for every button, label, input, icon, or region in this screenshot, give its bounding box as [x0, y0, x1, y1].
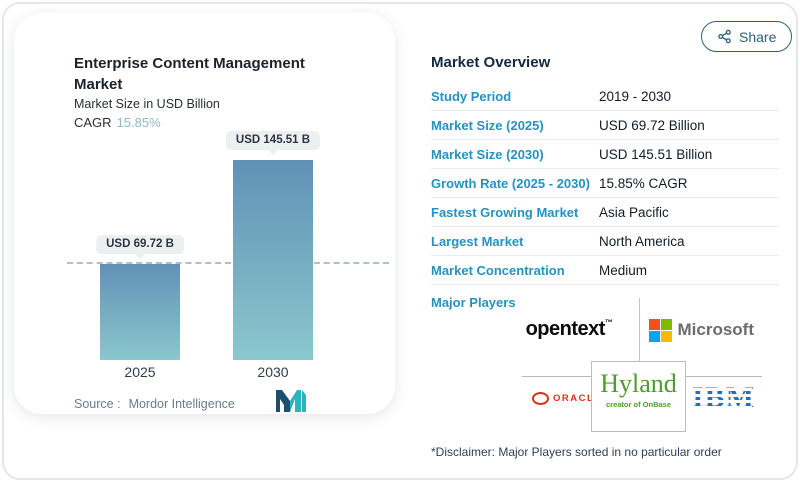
source-attribution: Source : Mordor Intelligence: [74, 397, 235, 411]
chart-subtitle: Market Size in USD Billion: [74, 97, 220, 111]
opentext-wordmark: opentext: [525, 318, 606, 340]
row-label: Market Concentration: [431, 262, 565, 278]
row-value: 2019 - 2030: [599, 88, 672, 104]
x-axis-label-2030: 2030: [257, 364, 289, 380]
row-value: Medium: [599, 262, 648, 278]
source-label: Source :: [74, 397, 121, 411]
row-value: 15.85% CAGR: [599, 175, 688, 191]
bar-value-label-2030: USD 145.51 B: [225, 131, 321, 155]
row-label: Growth Rate (2025 - 2030): [431, 175, 590, 191]
row-label: Fastest Growing Market: [431, 204, 579, 220]
overview-table: Study Period 2019 - 2030 Market Size (20…: [431, 82, 779, 285]
oracle-wordmark: ORACLE: [553, 393, 603, 404]
major-players-label: Major Players: [431, 295, 516, 310]
hyland-tagline: creator of OnBase: [605, 400, 672, 409]
microsoft-wordmark: Microsoft: [677, 320, 755, 340]
disclaimer-text: *Disclaimer: Major Players sorted in no …: [431, 445, 722, 459]
x-axis-label-2025: 2025: [124, 364, 156, 380]
ibm-stripe: [690, 406, 752, 409]
bar-2030[interactable]: [233, 160, 313, 360]
hyland-wordmark: Hyland: [600, 369, 677, 398]
table-row-market-concentration: Market Concentration Medium: [431, 256, 779, 285]
row-label: Largest Market: [431, 233, 524, 249]
hyland-logo: Hyland creator of OnBase: [591, 361, 686, 432]
row-label: Market Size (2030): [431, 146, 544, 162]
ibm-logo: IBM: [690, 383, 754, 413]
row-label: Market Size (2025): [431, 117, 544, 133]
ibm-stripe: [690, 388, 752, 391]
microsoft-logo: Microsoft: [649, 319, 754, 342]
oracle-ring-icon: [532, 392, 549, 405]
overview-heading: Market Overview: [431, 54, 551, 71]
row-value: North America: [599, 233, 685, 249]
share-button[interactable]: Share: [701, 21, 793, 52]
table-row-fastest-growing-market: Fastest Growing Market Asia Pacific: [431, 198, 779, 227]
table-row-largest-market: Largest Market North America: [431, 227, 779, 256]
ibm-stripe: [690, 394, 752, 397]
mordor-intelligence-logo-icon: [276, 390, 306, 417]
row-label: Study Period: [431, 88, 512, 104]
row-value: Asia Pacific: [599, 204, 669, 220]
table-row-market-size-2030: Market Size (2030) USD 145.51 Billion: [431, 140, 779, 169]
row-value: USD 145.51 Billion: [599, 146, 713, 162]
bar-2025[interactable]: [100, 264, 180, 360]
cagr-row: CAGR 15.85%: [74, 115, 161, 130]
table-row-study-period: Study Period 2019 - 2030: [431, 82, 779, 111]
share-nodes-icon: [717, 29, 732, 44]
chart-title: Enterprise Content Management Market: [74, 55, 305, 93]
players-horizontal-divider-left: [522, 376, 591, 377]
source-value: Mordor Intelligence: [128, 397, 235, 411]
players-horizontal-divider-right: [686, 376, 762, 377]
reference-dashline: [67, 262, 389, 264]
cagr-value: 15.85%: [116, 115, 161, 130]
microsoft-squares-icon: [649, 319, 672, 342]
chart-panel: Enterprise Content Management Market Mar…: [14, 13, 395, 414]
opentext-logo: opentext™: [509, 318, 629, 341]
ibm-stripe: [690, 400, 752, 403]
oracle-logo: ORACLE: [532, 392, 602, 405]
share-button-label: Share: [739, 28, 777, 45]
row-value: USD 69.72 Billion: [599, 117, 705, 133]
table-row-market-size-2025: Market Size (2025) USD 69.72 Billion: [431, 111, 779, 140]
bar-value-label-2025: USD 69.72 B: [96, 235, 184, 259]
cagr-label: CAGR: [74, 115, 112, 130]
bar-chart: USD 69.72 B USD 145.51 B 2025 2030: [14, 13, 395, 380]
trademark-symbol: ™: [604, 318, 613, 327]
table-row-growth-rate: Growth Rate (2025 - 2030) 15.85% CAGR: [431, 169, 779, 198]
players-vertical-divider: [639, 298, 640, 362]
